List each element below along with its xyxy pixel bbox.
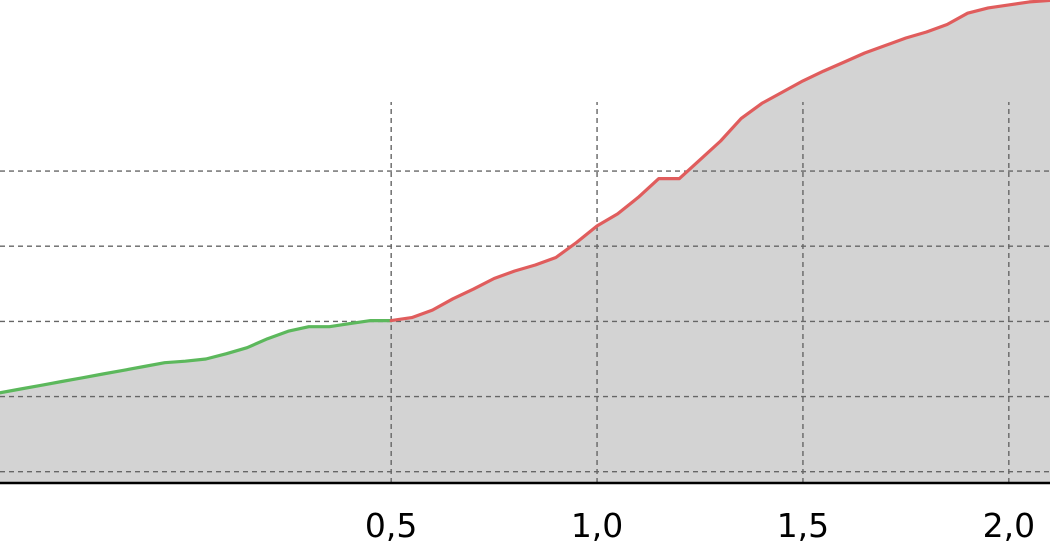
x-tick-label-layer: 0,5 1,0 1,5 2,0	[365, 506, 1035, 545]
x-tick-label: 0,5	[365, 506, 417, 545]
x-tick-label: 1,5	[777, 506, 829, 545]
series-line-green	[0, 319, 393, 395]
filled-area	[0, 0, 1050, 484]
x-tick-label: 2,0	[983, 506, 1035, 545]
series-line-red	[389, 0, 1050, 323]
grid-layer	[0, 102, 1050, 483]
series-line-layer	[0, 0, 1050, 395]
x-tick-label: 1,0	[571, 506, 623, 545]
filled-area-layer	[0, 0, 1050, 484]
